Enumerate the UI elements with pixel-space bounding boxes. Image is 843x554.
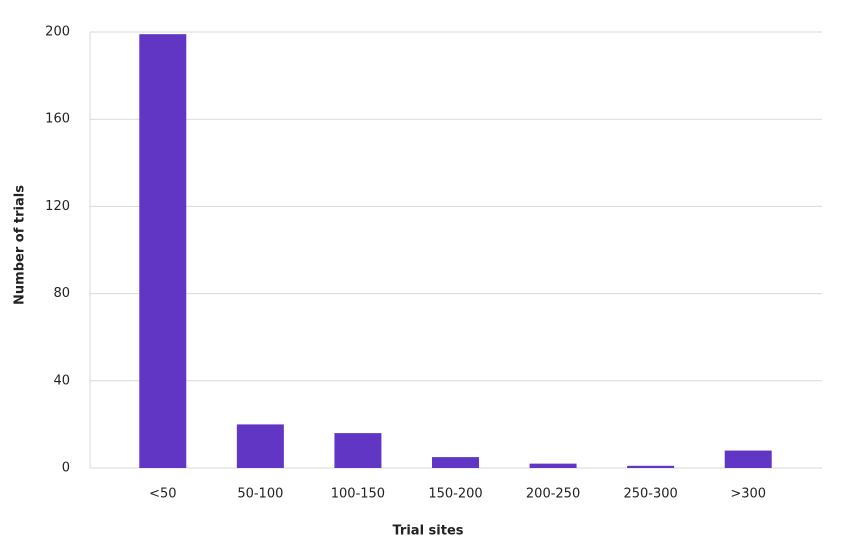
x-tick-label: 50-100 — [237, 487, 283, 502]
y-axis-title: Number of trials — [13, 185, 28, 305]
bar — [724, 450, 772, 468]
bar — [529, 463, 577, 468]
bar — [432, 457, 479, 468]
x-tick-label: 150-200 — [428, 487, 482, 502]
x-tick-label: >300 — [730, 487, 766, 502]
y-tick-label: 200 — [45, 25, 70, 40]
y-tick-label: 0 — [62, 461, 70, 476]
bar — [334, 433, 382, 468]
bar — [139, 34, 187, 469]
y-tick-label: 120 — [45, 199, 70, 214]
y-tick-label: 80 — [53, 286, 70, 301]
x-tick-label: 100-150 — [331, 487, 385, 502]
y-tick-label: 160 — [45, 112, 70, 127]
y-tick-label: 40 — [53, 373, 70, 388]
x-axis-title: Trial sites — [392, 524, 463, 539]
bar — [236, 424, 284, 468]
bar — [627, 465, 675, 468]
x-tick-label: 200-250 — [526, 487, 580, 502]
x-tick-label: 250-300 — [623, 487, 677, 502]
x-tick-label: <50 — [149, 487, 176, 502]
